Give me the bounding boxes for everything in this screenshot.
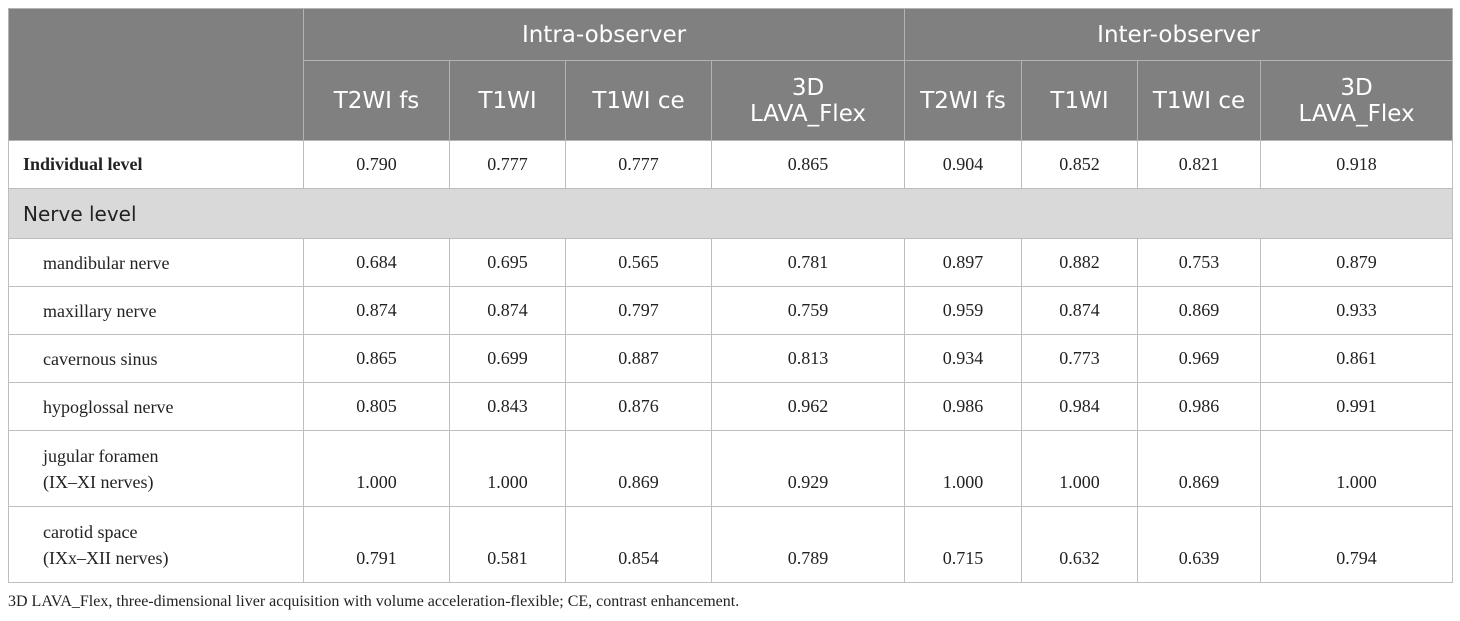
table-row-individual: Individual level 0.790 0.777 0.777 0.865… bbox=[8, 140, 1454, 189]
cell-value: 0.581 bbox=[449, 506, 566, 583]
column-header-text: T2WI fs bbox=[920, 87, 1006, 114]
cell-value: 0.876 bbox=[565, 382, 712, 431]
cell-value: 0.991 bbox=[1260, 382, 1454, 431]
cell-value: 0.794 bbox=[1260, 506, 1454, 583]
cell-value: 0.933 bbox=[1260, 286, 1454, 335]
cell-value: 0.790 bbox=[303, 140, 450, 189]
cell-value: 0.934 bbox=[904, 334, 1023, 383]
cell-value: 0.773 bbox=[1021, 334, 1139, 383]
cell-value: 0.861 bbox=[1260, 334, 1454, 383]
column-header-text: T2WI fs bbox=[333, 87, 420, 114]
column-header-text: T1WI ce bbox=[1152, 87, 1246, 114]
cell-value: 0.959 bbox=[904, 286, 1023, 335]
section-label: Nerve level bbox=[7, 188, 1454, 239]
row-label: mandibular nerve bbox=[8, 238, 304, 287]
cell-value: 0.852 bbox=[1021, 140, 1139, 189]
column-header-text: 3D LAVA_Flex bbox=[749, 74, 867, 127]
column-header-text: T1WI bbox=[478, 87, 537, 114]
cell-value: 0.918 bbox=[1260, 140, 1454, 189]
header-corner bbox=[8, 8, 304, 141]
table-row: maxillary nerve 0.874 0.874 0.797 0.759 … bbox=[8, 286, 1454, 335]
header-group-row: Intra-observer Inter-observer bbox=[8, 8, 1454, 141]
row-label-line: carotid space bbox=[43, 521, 138, 542]
row-label-line: jugular foramen bbox=[43, 445, 159, 466]
row-label: carotid space (IXx–XII nerves) bbox=[8, 506, 304, 583]
reliability-table: Intra-observer Inter-observer T2WI fs T1… bbox=[7, 8, 1454, 583]
column-header: 3D LAVA_Flex bbox=[710, 60, 906, 141]
cell-value: 1.000 bbox=[1021, 430, 1139, 507]
table-row: carotid space (IXx–XII nerves) 0.791 0.58… bbox=[8, 506, 1454, 583]
cell-value: 0.695 bbox=[449, 238, 566, 287]
column-header: T1WI ce bbox=[565, 60, 712, 141]
cell-value: 0.821 bbox=[1137, 140, 1262, 189]
cell-value: 0.715 bbox=[904, 506, 1023, 583]
header-inter-observer: Inter-observer bbox=[904, 8, 1454, 61]
cell-value: 0.874 bbox=[449, 286, 566, 335]
cell-value: 0.869 bbox=[565, 430, 712, 507]
cell-value: 0.789 bbox=[710, 506, 906, 583]
cell-value: 0.869 bbox=[1137, 286, 1262, 335]
cell-value: 0.882 bbox=[1021, 238, 1139, 287]
cell-value: 0.984 bbox=[1021, 382, 1139, 431]
cell-value: 1.000 bbox=[449, 430, 566, 507]
header-intra-observer: Intra-observer bbox=[302, 8, 906, 61]
row-label: Individual level bbox=[8, 140, 304, 189]
cell-value: 0.805 bbox=[303, 382, 450, 431]
column-header: T1WI bbox=[1021, 60, 1139, 141]
row-label: cavernous sinus bbox=[8, 334, 304, 383]
cell-value: 0.904 bbox=[904, 140, 1023, 189]
cell-value: 0.797 bbox=[565, 286, 712, 335]
cell-value: 0.632 bbox=[1021, 506, 1139, 583]
cell-value: 0.869 bbox=[1137, 430, 1262, 507]
cell-value: 0.753 bbox=[1137, 238, 1262, 287]
section-row-nerve-level: Nerve level bbox=[7, 188, 1454, 239]
cell-value: 0.699 bbox=[449, 334, 566, 383]
column-header-text: T1WI ce bbox=[592, 87, 685, 114]
cell-value: 0.865 bbox=[303, 334, 450, 383]
cell-value: 0.813 bbox=[710, 334, 906, 383]
cell-value: 0.887 bbox=[565, 334, 712, 383]
cell-value: 1.000 bbox=[1260, 430, 1454, 507]
cell-value: 0.781 bbox=[710, 238, 906, 287]
column-header: T1WI bbox=[449, 60, 566, 141]
cell-value: 0.969 bbox=[1137, 334, 1262, 383]
table-footnote: 3D LAVA_Flex, three-dimensional liver ac… bbox=[8, 593, 740, 610]
column-header: T2WI fs bbox=[904, 60, 1023, 141]
cell-value: 0.791 bbox=[303, 506, 450, 583]
cell-value: 0.874 bbox=[1021, 286, 1139, 335]
cell-value: 1.000 bbox=[303, 430, 450, 507]
cell-value: 0.565 bbox=[565, 238, 712, 287]
cell-value: 0.879 bbox=[1260, 238, 1454, 287]
cell-value: 0.929 bbox=[710, 430, 906, 507]
cell-value: 0.962 bbox=[710, 382, 906, 431]
header-column-row: T2WI fs T1WI T1WI ce 3D LAVA_Flex T2WI f… bbox=[9, 60, 1454, 141]
column-header-text: T1WI bbox=[1050, 87, 1109, 114]
table-row: hypoglossal nerve 0.805 0.843 0.876 0.96… bbox=[8, 382, 1454, 431]
cell-value: 0.639 bbox=[1137, 506, 1262, 583]
row-label: maxillary nerve bbox=[8, 286, 304, 335]
cell-value: 0.777 bbox=[565, 140, 712, 189]
cell-value: 0.777 bbox=[449, 140, 566, 189]
column-header: T2WI fs bbox=[303, 60, 450, 141]
row-label: hypoglossal nerve bbox=[8, 382, 304, 431]
table-row: jugular foramen (IX–XI nerves) 1.000 1.00… bbox=[8, 430, 1454, 507]
row-label: jugular foramen (IX–XI nerves) bbox=[8, 430, 304, 507]
column-header: T1WI ce bbox=[1137, 60, 1262, 141]
row-label-line: (IX–XI nerves) bbox=[43, 471, 154, 492]
cell-value: 0.843 bbox=[449, 382, 566, 431]
cell-value: 0.684 bbox=[303, 238, 450, 287]
cell-value: 0.865 bbox=[710, 140, 906, 189]
table-row: mandibular nerve 0.684 0.695 0.565 0.781… bbox=[8, 238, 1454, 287]
column-header-text: 3D LAVA_Flex bbox=[1298, 74, 1415, 127]
cell-value: 1.000 bbox=[904, 430, 1023, 507]
cell-value: 0.986 bbox=[1137, 382, 1262, 431]
row-label-line: (IXx–XII nerves) bbox=[43, 547, 169, 568]
cell-value: 0.759 bbox=[710, 286, 906, 335]
column-header: 3D LAVA_Flex bbox=[1260, 60, 1454, 141]
cell-value: 0.854 bbox=[565, 506, 712, 583]
cell-value: 0.897 bbox=[904, 238, 1023, 287]
table-row: cavernous sinus 0.865 0.699 0.887 0.813 … bbox=[8, 334, 1454, 383]
cell-value: 0.874 bbox=[303, 286, 450, 335]
cell-value: 0.986 bbox=[904, 382, 1023, 431]
